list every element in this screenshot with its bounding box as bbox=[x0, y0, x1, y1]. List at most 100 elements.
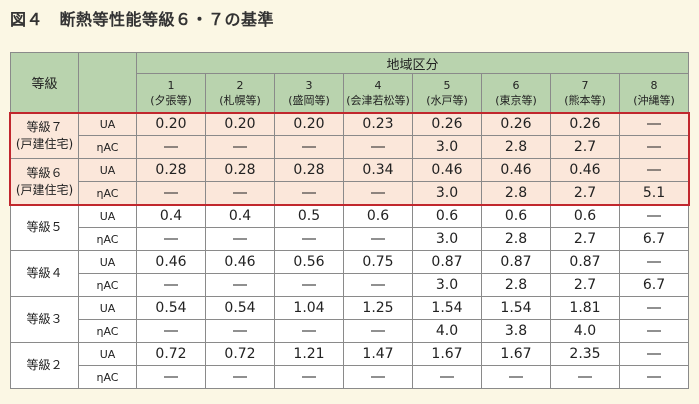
metric-label: UA bbox=[78, 158, 137, 182]
value-cell: ― bbox=[343, 135, 413, 159]
value-cell: 0.87 bbox=[481, 250, 551, 274]
value-cell: 0.20 bbox=[274, 112, 344, 136]
value-cell: ― bbox=[343, 181, 413, 205]
region-number: 2 bbox=[236, 79, 244, 92]
table-row: 等級４ UA 0.46 0.46 0.56 0.75 0.87 0.87 0.87 ― bbox=[10, 250, 690, 297]
region-number: 4 bbox=[374, 79, 382, 92]
grade-name: 等級７ bbox=[26, 119, 63, 134]
region-header: 6 (東京等) bbox=[481, 73, 551, 113]
region-name: (会津若松等) bbox=[346, 94, 410, 107]
value-cell: 0.75 bbox=[343, 250, 413, 274]
value-cell: ― bbox=[274, 319, 344, 343]
area-header: 地域区分 bbox=[135, 52, 690, 74]
region-header: 2 (札幌等) bbox=[205, 73, 275, 113]
metric-label: ηAC bbox=[78, 135, 137, 159]
table-row: ηAC ― ― ― ― 3.0 2.8 2.7 ― bbox=[11, 135, 690, 159]
value-cell: 0.72 bbox=[205, 342, 275, 366]
grade-name: 等級２ bbox=[26, 358, 63, 372]
grade-label-cell: 等級２ bbox=[10, 342, 79, 389]
value-cell: 2.8 bbox=[481, 227, 551, 251]
value-cell: ― bbox=[618, 342, 690, 366]
metric-label: UA bbox=[78, 342, 137, 366]
value-cell: 2.7 bbox=[550, 273, 620, 297]
value-cell: 0.54 bbox=[136, 296, 206, 320]
table-row: 等級３ UA 0.54 0.54 1.04 1.25 1.54 1.54 1.81 ― bbox=[10, 296, 690, 343]
value-cell: ― bbox=[618, 365, 690, 389]
grade-label-cell: 等級６ (戸建住宅) bbox=[10, 158, 79, 205]
region-header: 5 (水戸等) bbox=[412, 73, 482, 113]
value-cell: 3.0 bbox=[412, 227, 482, 251]
table-row: 等級２ UA 0.72 0.72 1.21 1.47 1.67 1.67 2.35 ― bbox=[10, 342, 690, 389]
grade-label-cell: 等級５ bbox=[10, 204, 79, 251]
value-cell: 4.0 bbox=[412, 319, 482, 343]
value-cell: 0.26 bbox=[412, 112, 482, 136]
region-header: 4 (会津若松等) bbox=[343, 73, 413, 113]
value-cell: 0.46 bbox=[412, 158, 482, 182]
value-cell: ― bbox=[618, 158, 690, 182]
value-cell: ― bbox=[136, 135, 206, 159]
value-cell: ― bbox=[136, 273, 206, 297]
value-cell: 0.28 bbox=[205, 158, 275, 182]
value-cell: 6.7 bbox=[618, 227, 690, 251]
region-number: 8 bbox=[650, 79, 658, 92]
grade-subtitle: (戸建住宅) bbox=[15, 182, 74, 197]
region-name: (盛岡等) bbox=[288, 94, 330, 107]
table-row: ηAC ― ― ― ― ― ― ― ― bbox=[11, 365, 690, 389]
value-cell: 0.54 bbox=[205, 296, 275, 320]
value-cell: 0.20 bbox=[205, 112, 275, 136]
value-cell: 3.8 bbox=[481, 319, 551, 343]
value-cell: 2.8 bbox=[481, 135, 551, 159]
value-cell: 1.21 bbox=[274, 342, 344, 366]
region-number: 6 bbox=[512, 79, 520, 92]
standards-table-wrap: 等級 地域区分 1 (夕張等) 2 (札幌等) 3 (盛岡等) 4 (会津若松等) 5 (水戸等)… bbox=[9, 52, 691, 389]
value-cell: 2.8 bbox=[481, 273, 551, 297]
value-cell: 0.4 bbox=[136, 204, 206, 228]
region-name: (熊本等) bbox=[564, 94, 606, 107]
value-cell: 0.6 bbox=[550, 204, 620, 228]
value-cell: 0.26 bbox=[550, 112, 620, 136]
region-number: 5 bbox=[443, 79, 451, 92]
value-cell: 0.6 bbox=[412, 204, 482, 228]
value-cell: 0.23 bbox=[343, 112, 413, 136]
value-cell: ― bbox=[481, 365, 551, 389]
grade-label-cell: 等級４ bbox=[10, 250, 79, 297]
value-cell: 1.47 bbox=[343, 342, 413, 366]
value-cell: ― bbox=[205, 273, 275, 297]
value-cell: ― bbox=[136, 319, 206, 343]
value-cell: 2.35 bbox=[550, 342, 620, 366]
table-row: 等級７ (戸建住宅) UA 0.20 0.20 0.20 0.23 0.26 0.26 0.26 ― bbox=[10, 112, 690, 159]
value-cell: 1.25 bbox=[343, 296, 413, 320]
value-cell: 0.56 bbox=[274, 250, 344, 274]
value-cell: 0.6 bbox=[343, 204, 413, 228]
value-cell: 0.26 bbox=[481, 112, 551, 136]
value-cell: ― bbox=[205, 135, 275, 159]
metric-header bbox=[78, 52, 137, 113]
region-name: (東京等) bbox=[495, 94, 537, 107]
value-cell: 0.46 bbox=[550, 158, 620, 182]
value-cell: ― bbox=[550, 365, 620, 389]
region-header: 3 (盛岡等) bbox=[274, 73, 344, 113]
metric-label: UA bbox=[78, 112, 137, 136]
value-cell: 2.7 bbox=[550, 135, 620, 159]
grade-label-cell: 等級３ bbox=[10, 296, 79, 343]
table-row: 等級６ (戸建住宅) UA 0.28 0.28 0.28 0.34 0.46 0.46 0.46 ― bbox=[10, 158, 690, 205]
value-cell: 3.0 bbox=[412, 273, 482, 297]
value-cell: ― bbox=[343, 227, 413, 251]
value-cell: 5.1 bbox=[618, 181, 690, 205]
value-cell: 2.7 bbox=[550, 181, 620, 205]
value-cell: 3.0 bbox=[412, 135, 482, 159]
value-cell: ― bbox=[343, 365, 413, 389]
grade-name: 等級３ bbox=[26, 312, 63, 326]
region-header: 8 (沖縄等) bbox=[618, 73, 690, 113]
value-cell: 0.28 bbox=[274, 158, 344, 182]
region-header: 7 (熊本等) bbox=[550, 73, 620, 113]
value-cell: 0.5 bbox=[274, 204, 344, 228]
grade-name: 等級６ bbox=[26, 165, 63, 180]
value-cell: ― bbox=[618, 112, 690, 136]
insulation-standards-table: 等級 地域区分 1 (夕張等) 2 (札幌等) 3 (盛岡等) 4 (会津若松等) 5 (水戸等)… bbox=[10, 52, 690, 389]
region-name: (水戸等) bbox=[426, 94, 468, 107]
value-cell: ― bbox=[618, 319, 690, 343]
value-cell: ― bbox=[205, 181, 275, 205]
grade-label-cell: 等級７ (戸建住宅) bbox=[10, 112, 79, 159]
metric-label: UA bbox=[78, 296, 137, 320]
